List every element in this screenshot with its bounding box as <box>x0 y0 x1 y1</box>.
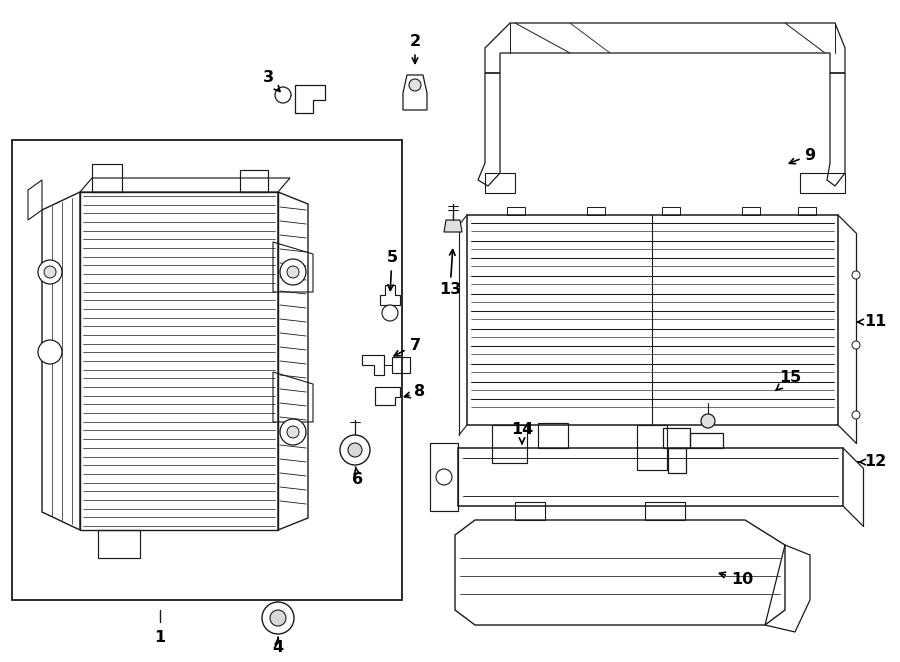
Text: 13: 13 <box>439 250 461 297</box>
Polygon shape <box>444 220 462 232</box>
Circle shape <box>409 79 421 91</box>
Circle shape <box>275 87 291 103</box>
Circle shape <box>38 340 62 364</box>
Text: 4: 4 <box>273 638 284 655</box>
Circle shape <box>852 411 860 419</box>
Circle shape <box>38 260 62 284</box>
Circle shape <box>852 271 860 279</box>
Text: 3: 3 <box>263 70 280 91</box>
Text: 5: 5 <box>386 250 398 291</box>
Text: 15: 15 <box>776 371 801 391</box>
Circle shape <box>852 341 860 349</box>
Circle shape <box>270 610 286 626</box>
Text: 12: 12 <box>859 455 886 469</box>
Circle shape <box>44 266 56 278</box>
Circle shape <box>287 426 299 438</box>
Circle shape <box>262 602 294 634</box>
Text: 8: 8 <box>404 385 426 399</box>
Circle shape <box>280 259 306 285</box>
Text: 6: 6 <box>353 467 364 487</box>
Text: 1: 1 <box>155 630 166 645</box>
Circle shape <box>348 443 362 457</box>
Text: 14: 14 <box>511 422 533 444</box>
Text: 10: 10 <box>719 572 753 587</box>
Text: 2: 2 <box>410 34 420 64</box>
Circle shape <box>701 414 715 428</box>
Circle shape <box>287 266 299 278</box>
Circle shape <box>436 469 452 485</box>
Text: 11: 11 <box>858 314 886 330</box>
Circle shape <box>280 419 306 445</box>
Circle shape <box>382 305 398 321</box>
Text: 9: 9 <box>789 148 815 164</box>
Bar <box>12 140 402 600</box>
Circle shape <box>340 435 370 465</box>
Text: 7: 7 <box>394 338 420 356</box>
